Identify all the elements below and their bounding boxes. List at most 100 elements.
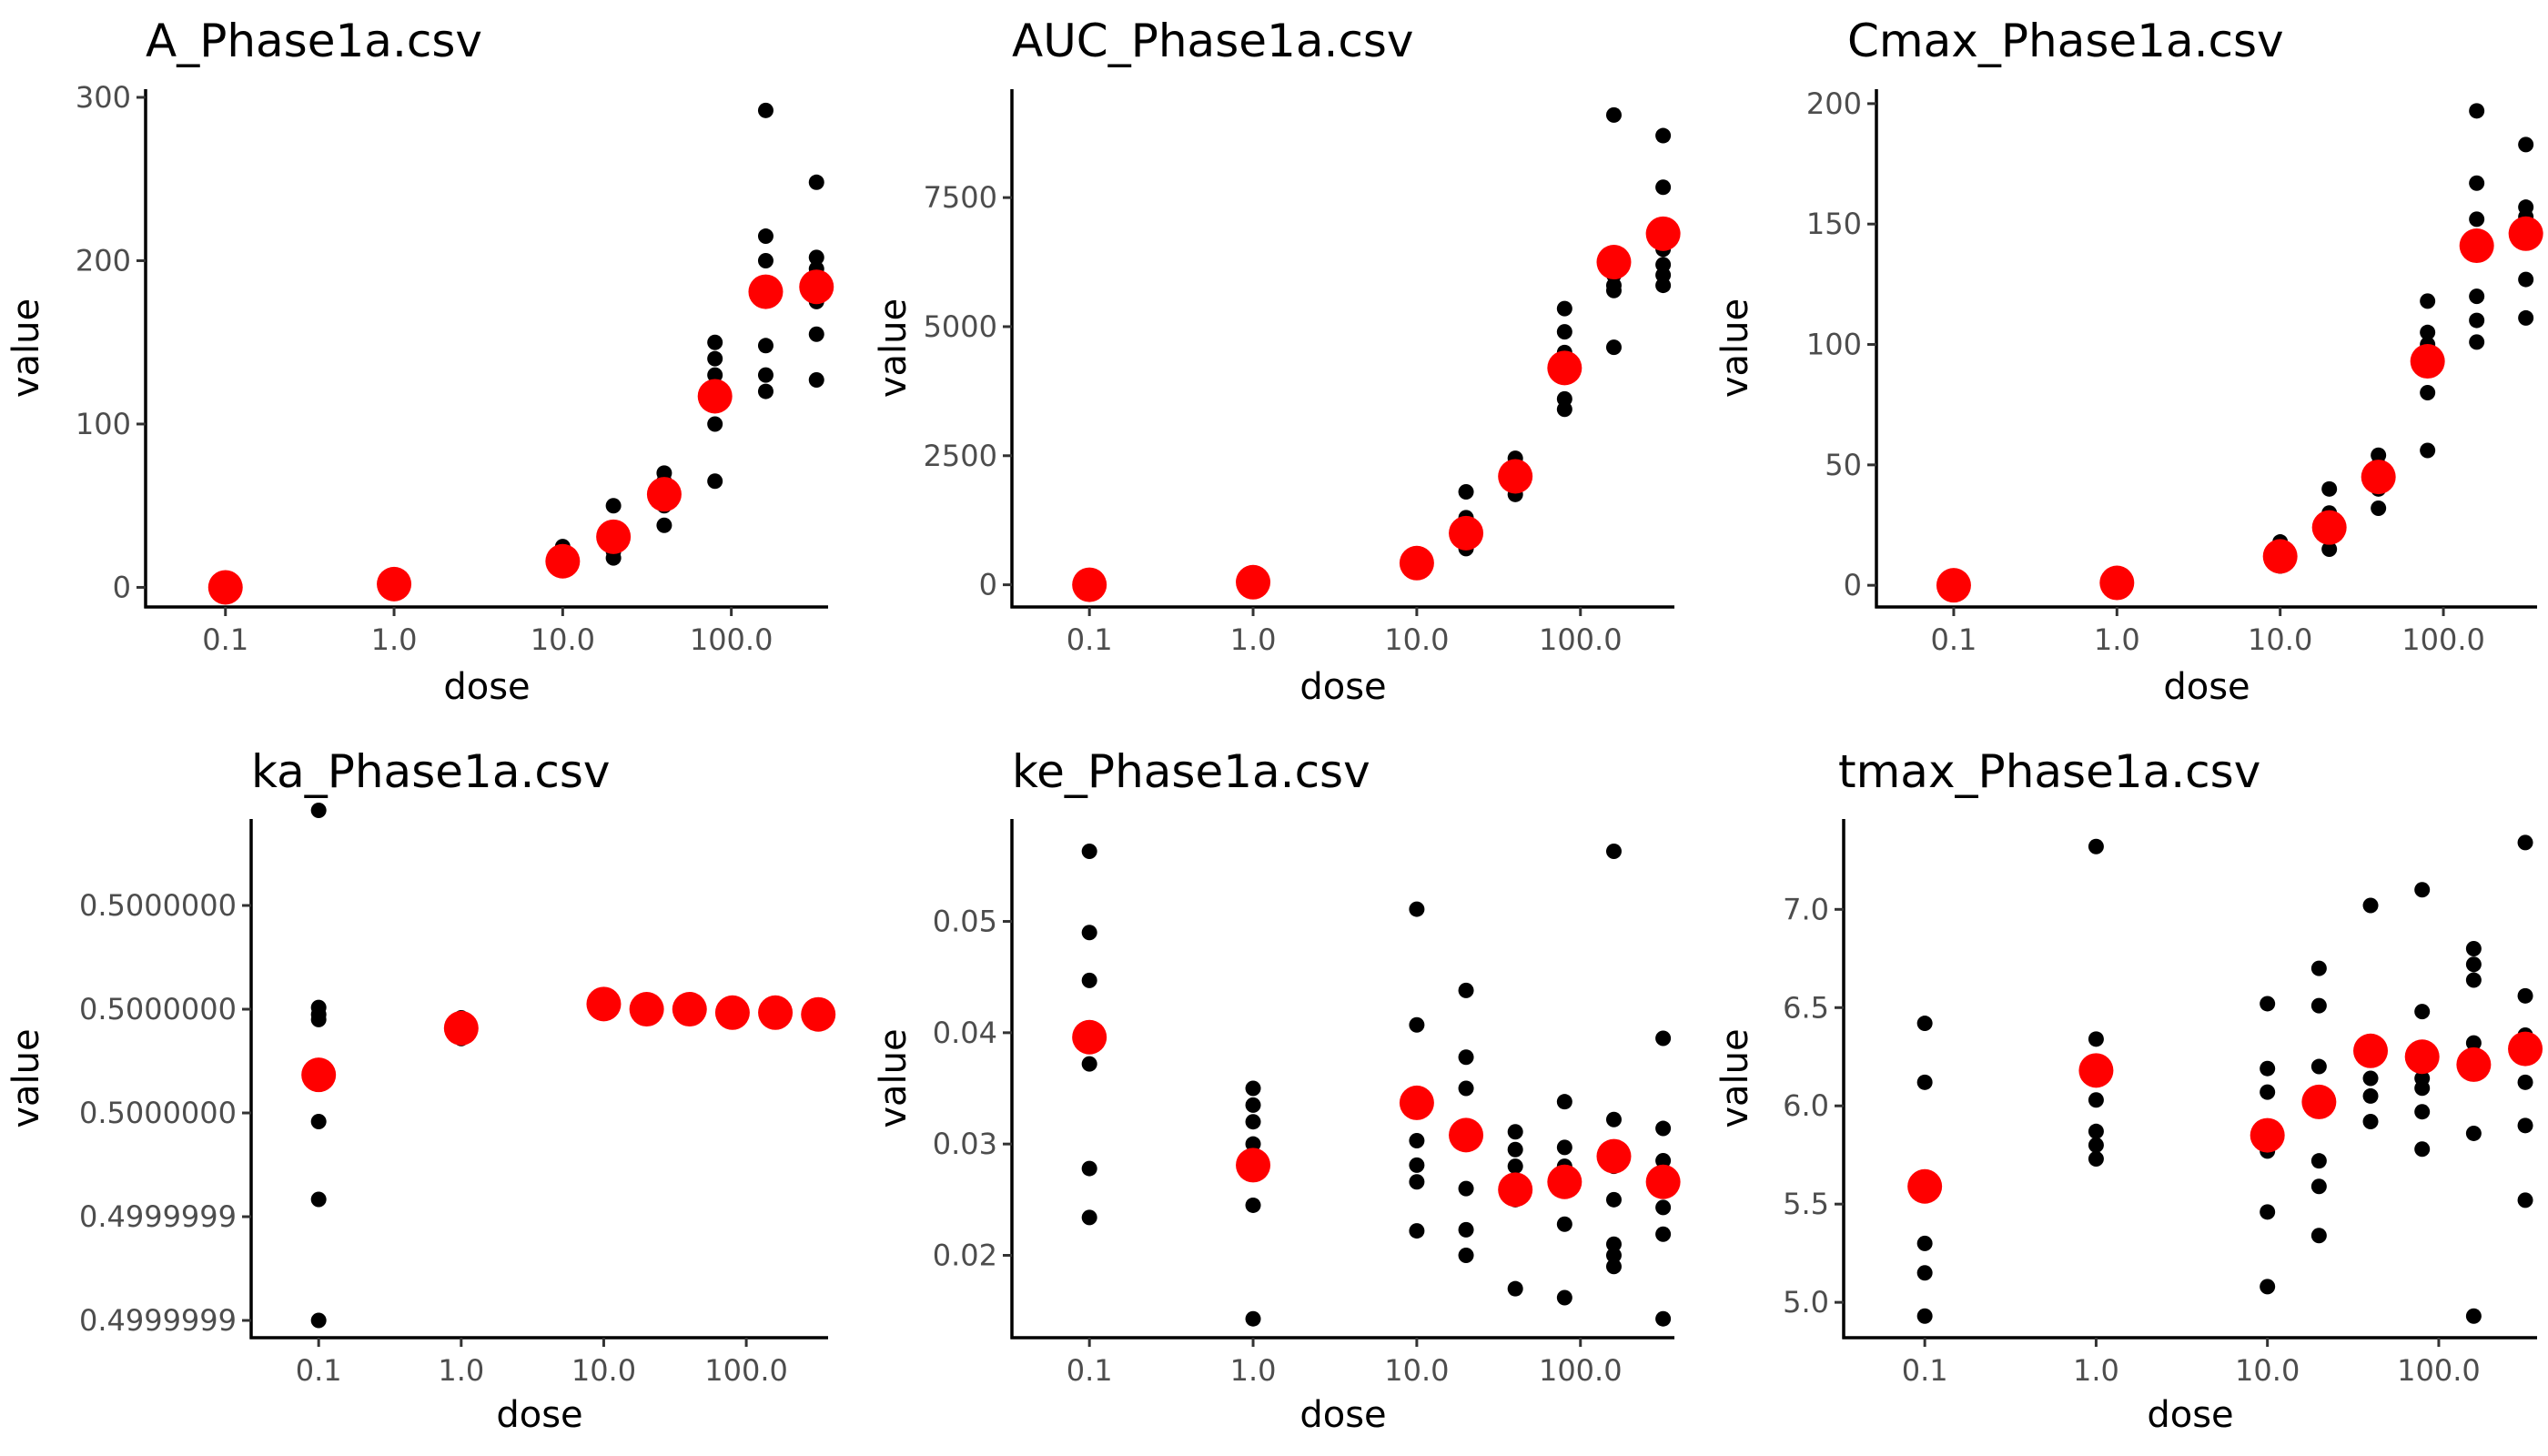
mean-point	[1645, 216, 1681, 251]
panel-title: A_Phase1a.csv	[146, 15, 482, 67]
mean-point	[1596, 1138, 1632, 1174]
x-axis-title: dose	[1299, 1394, 1386, 1436]
individual-point	[2518, 199, 2534, 216]
individual-point	[1605, 339, 1622, 356]
individual-point	[707, 416, 723, 432]
panel-title: ka_Phase1a.csv	[251, 745, 610, 798]
mean-point	[2311, 510, 2347, 545]
mean-point	[2099, 565, 2135, 601]
individual-point	[2469, 312, 2485, 329]
individual-point	[1605, 1191, 1622, 1208]
individual-point	[1916, 1265, 1933, 1281]
individual-point	[1556, 1216, 1572, 1232]
y-tick-label: 0.05	[933, 905, 997, 939]
individual-point	[1409, 901, 1425, 917]
mean-point	[1547, 350, 1582, 386]
individual-point	[1605, 106, 1622, 123]
y-tick-label: 0.02	[933, 1238, 997, 1272]
y-axis-title: value	[5, 1028, 47, 1127]
individual-point	[1409, 1223, 1425, 1239]
panel-title: AUC_Phase1a.csv	[1012, 15, 1413, 67]
y-tick-label: 100	[76, 407, 131, 441]
x-tick-label: 100.0	[1539, 1353, 1623, 1388]
y-tick-label: 0.5000000	[79, 1096, 237, 1130]
individual-point	[2518, 136, 2534, 153]
individual-point	[1458, 483, 1474, 500]
individual-point	[1245, 1080, 1261, 1097]
x-tick-label: 10.0	[1384, 622, 1449, 657]
mean-point	[2404, 1039, 2440, 1075]
individual-point	[707, 334, 723, 350]
individual-point	[310, 1011, 327, 1027]
individual-point	[1409, 1132, 1425, 1148]
individual-point	[1458, 1180, 1474, 1197]
individual-point	[707, 350, 723, 367]
individual-point	[757, 102, 774, 118]
x-axis-title: dose	[2147, 1394, 2233, 1436]
y-axis-title: value	[873, 298, 915, 398]
individual-point	[1655, 257, 1672, 273]
y-tick-label: 150	[1806, 207, 1862, 241]
individual-point	[757, 383, 774, 399]
individual-point	[1916, 1308, 1933, 1324]
individual-point	[707, 367, 723, 383]
individual-point	[1081, 972, 1097, 988]
mean-point	[1072, 1019, 1107, 1055]
individual-point	[1655, 1120, 1672, 1137]
panel-0: A_Phase1a.csv 0 100 200 300 0.1 1.0 10.0 100.0 do…	[5, 15, 834, 708]
y-axis-title: value	[873, 1028, 915, 1127]
individual-point	[1507, 1124, 1523, 1140]
y-tick-label: 5.0	[1783, 1285, 1829, 1320]
individual-point	[1605, 843, 1622, 859]
individual-point	[656, 517, 672, 533]
individual-point	[1245, 1114, 1261, 1130]
individual-point	[1458, 1080, 1474, 1097]
individual-point	[1556, 1094, 1572, 1110]
individual-point	[2310, 997, 2327, 1014]
individual-point	[1081, 925, 1097, 941]
individual-point	[1081, 843, 1097, 859]
mean-point	[1498, 1172, 1533, 1208]
mean-point	[1936, 568, 1971, 603]
mean-point	[301, 1057, 337, 1093]
individual-point	[2465, 972, 2482, 988]
individual-point	[808, 372, 824, 389]
panel-1: AUC_Phase1a.csv 0 2500 5000 7500 0.1 1.0 10.0 10…	[873, 15, 1681, 708]
mean-point	[646, 477, 682, 512]
individual-point	[1507, 1280, 1523, 1297]
individual-point	[1605, 1236, 1622, 1252]
mean-point	[1236, 1148, 1271, 1183]
mean-point	[758, 995, 794, 1030]
x-tick-label: 100.0	[704, 1353, 788, 1388]
mean-point	[1449, 515, 1484, 551]
individual-point	[2517, 1117, 2533, 1134]
x-tick-label: 1.0	[1230, 622, 1277, 657]
individual-point	[1409, 1157, 1425, 1173]
x-tick-label: 0.1	[1067, 1353, 1113, 1388]
individual-point	[2260, 1204, 2276, 1220]
y-tick-label: 300	[76, 80, 131, 115]
individual-point	[1507, 1158, 1523, 1175]
panel-3: ka_Phase1a.csv 0.4999999 0.4999999 0.500000…	[5, 745, 836, 1436]
y-tick-label: 0.4999999	[79, 1303, 237, 1338]
individual-point	[2469, 103, 2485, 119]
mean-point	[1236, 564, 1271, 600]
individual-point	[808, 174, 824, 190]
panel-5: tmax_Phase1a.csv 5.0 5.5 6.0 6.5 7.0 0.1 1.0 10.…	[1714, 745, 2543, 1436]
individual-point	[2414, 1104, 2431, 1120]
mean-point	[2078, 1053, 2114, 1088]
y-tick-label: 0.5000000	[79, 992, 237, 1026]
individual-point	[808, 249, 824, 266]
individual-point	[2465, 1125, 2482, 1141]
mean-point	[1072, 567, 1107, 602]
mean-point	[2361, 460, 2396, 495]
individual-point	[2088, 838, 2104, 854]
mean-point	[1596, 245, 1632, 280]
y-tick-label: 200	[1806, 86, 1862, 121]
individual-point	[2414, 1141, 2431, 1158]
mean-point	[1399, 1085, 1434, 1120]
individual-point	[310, 1191, 327, 1208]
x-tick-label: 0.1	[202, 622, 248, 657]
mean-point	[629, 992, 664, 1027]
y-tick-label: 0	[1844, 568, 1862, 602]
